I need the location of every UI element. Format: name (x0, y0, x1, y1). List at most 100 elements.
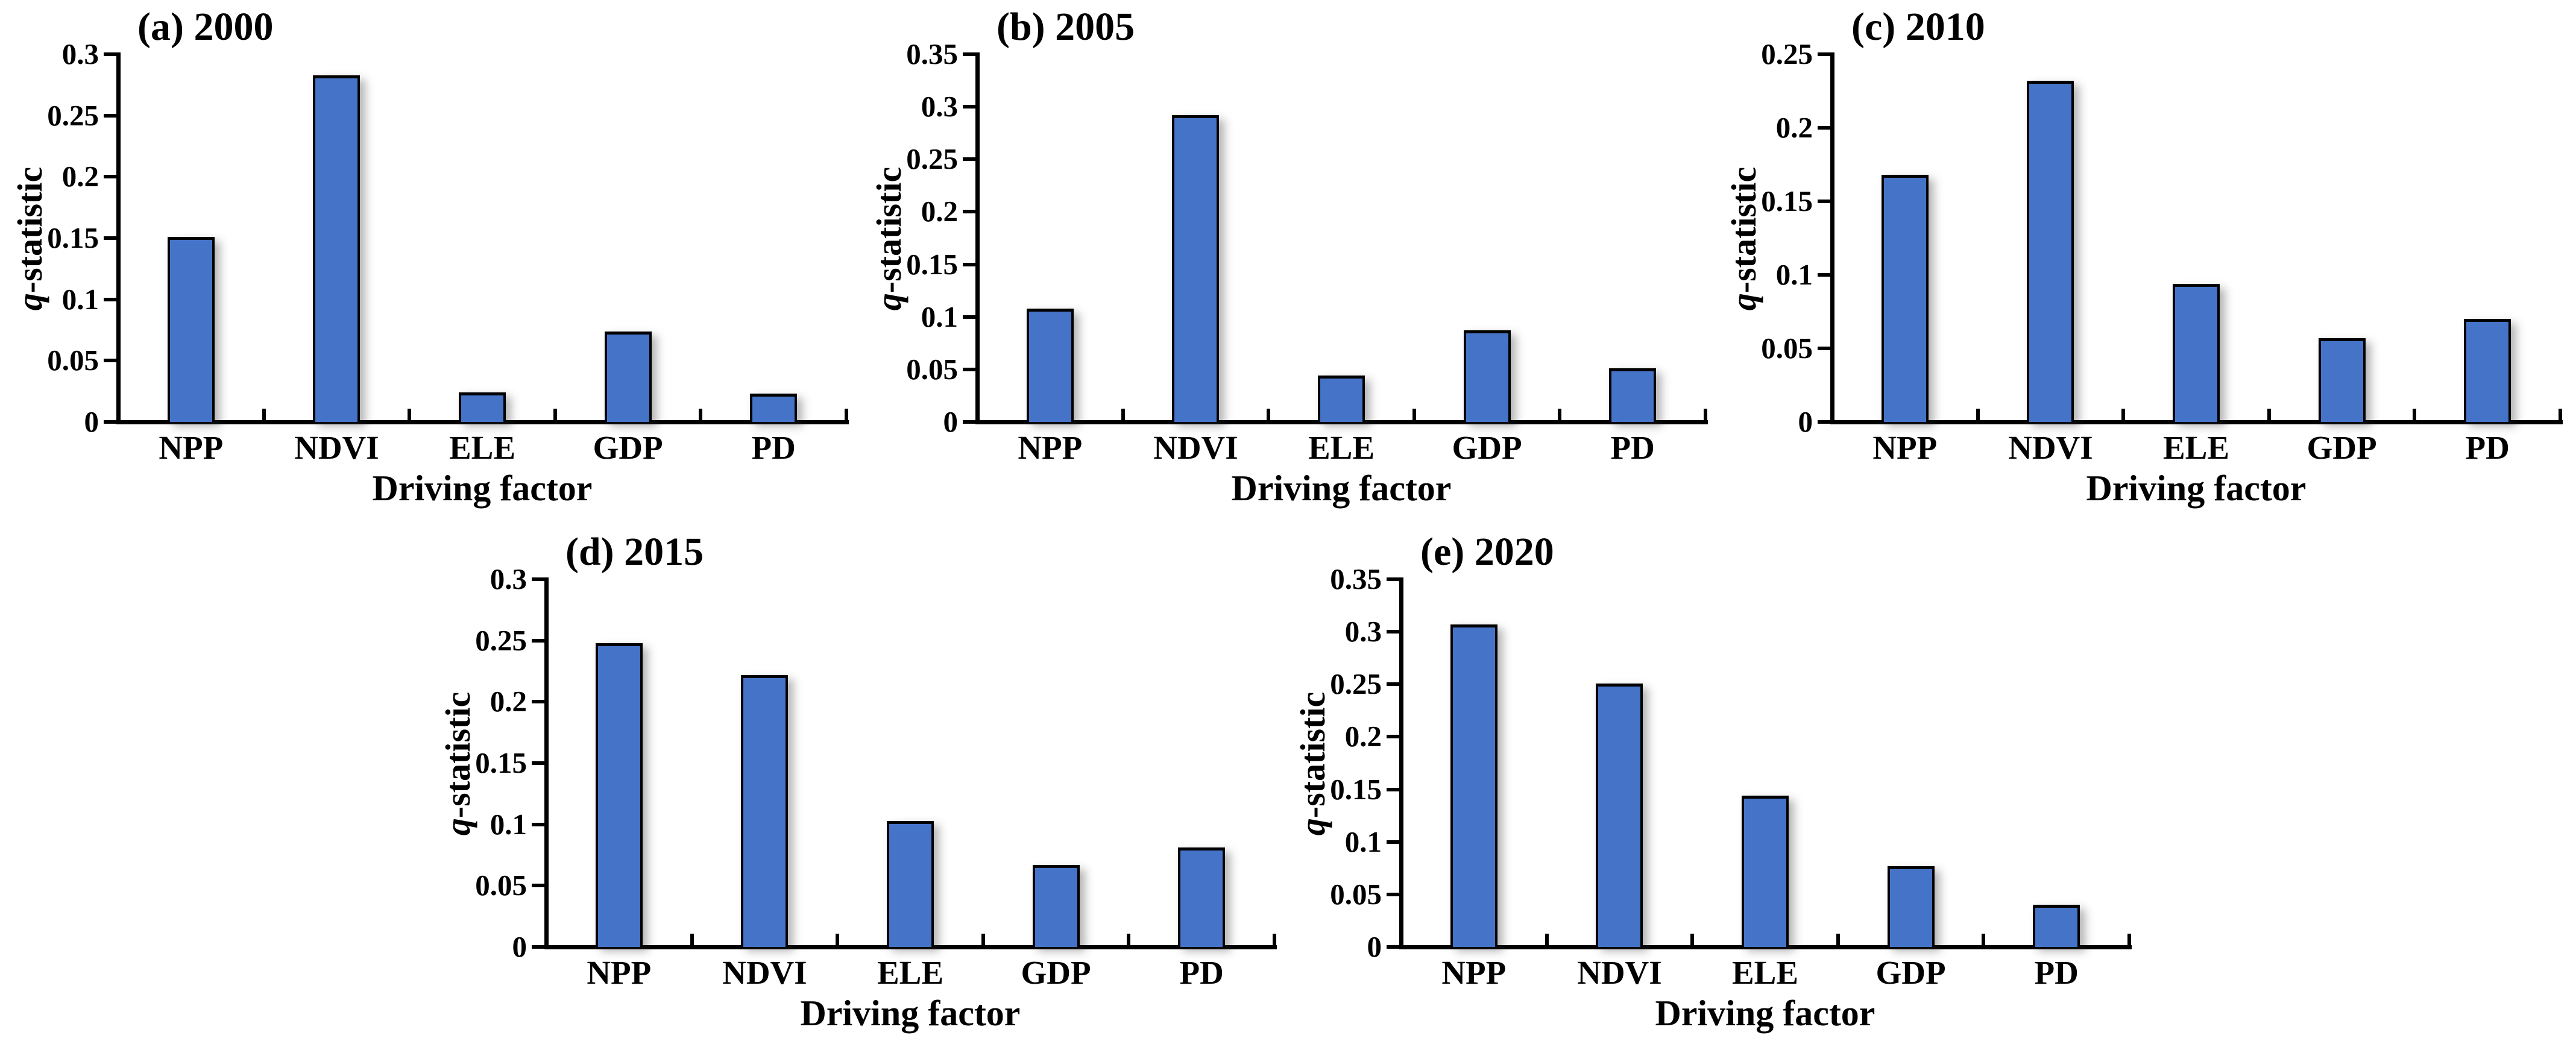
y-tick-mark (532, 761, 546, 765)
category-label-ndvi: NDVI (2008, 429, 2093, 466)
x-tick-mark (2267, 409, 2271, 422)
y-tick-label: 0 (943, 405, 959, 438)
y-tick-mark (963, 210, 977, 214)
y-tick-mark (963, 367, 977, 371)
bar-ele (887, 821, 934, 947)
x-tick-mark (2413, 409, 2417, 422)
chart-panel-c-2010: (c) 2010 q-statistic 0 0.05 0.1 0.15 0.2 0.25 NP… (1714, 0, 2572, 525)
bar-npp (1450, 624, 1497, 947)
y-tick-mark (1818, 200, 1832, 203)
bar-ndvi (2027, 81, 2074, 422)
x-axis-line (116, 420, 849, 424)
y-tick-label: 0.05 (1761, 332, 1813, 365)
x-tick-mark (1836, 934, 1840, 947)
bar-ele (459, 392, 506, 422)
category-label-pd: PD (1179, 954, 1224, 991)
y-tick-label: 0.2 (490, 685, 527, 718)
bar-ndvi (1172, 115, 1220, 422)
x-axis-title: Driving factor (1231, 468, 1452, 508)
category-label-ndvi: NDVI (722, 954, 807, 991)
chart-panel-a-2000: (a) 2000 q-statistic 0 0.05 0.1 0.15 0.2 0.25 0.… (0, 0, 858, 525)
y-tick-mark (104, 297, 118, 301)
y-tick-mark (963, 315, 977, 319)
y-tick-mark (104, 175, 118, 179)
y-tick-mark (104, 113, 118, 118)
category-label-ele: ELE (2162, 429, 2230, 466)
x-axis-title: Driving factor (372, 468, 593, 508)
y-tick-mark (963, 262, 977, 266)
y-tick-mark (1818, 273, 1832, 277)
bar-gdp (604, 332, 652, 422)
bar-ndvi (1596, 684, 1643, 947)
y-tick-label: 0.35 (1330, 562, 1382, 596)
category-label-ele: ELE (877, 954, 944, 991)
chart-panel-e-2020: (e) 2020 q-statistic 0 0.05 0.1 0.15 0.2 0.25 0.… (1283, 525, 2141, 1050)
category-label-ndvi: NDVI (294, 429, 379, 466)
category-label-npp: NPP (1872, 429, 1938, 466)
bar-ele (1318, 376, 1365, 422)
y-tick-mark (963, 420, 977, 424)
y-tick-mark (963, 157, 977, 162)
panel-title: (a) 2000 (137, 5, 274, 49)
y-tick-label: 0 (84, 405, 99, 438)
y-tick-label: 0.3 (1344, 615, 1382, 649)
x-tick-mark (1267, 409, 1271, 422)
bar-gdp (1032, 865, 1080, 947)
category-label-gdp: GDP (2307, 429, 2377, 466)
y-tick-mark (104, 52, 118, 56)
bar-gdp (1887, 866, 1935, 947)
y-tick-mark (1387, 735, 1401, 739)
x-tick-mark (262, 409, 266, 422)
category-label-pd: PD (1610, 429, 1655, 466)
y-tick-label: 0.05 (1330, 877, 1382, 911)
y-tick-label: 0.2 (1344, 720, 1382, 753)
category-label-ndvi: NDVI (1577, 954, 1662, 991)
y-tick-mark (1387, 945, 1401, 949)
y-axis-line (544, 577, 549, 949)
y-tick-mark (1387, 892, 1401, 896)
y-tick-label: 0.05 (47, 344, 99, 377)
category-label-gdp: GDP (1875, 954, 1946, 991)
y-tick-mark (1387, 840, 1401, 844)
x-tick-mark (2559, 409, 2562, 422)
chart-panel-b-2005: (b) 2005 q-statistic 0 0.05 0.1 0.15 0.2 0.25 0.… (859, 0, 1718, 525)
category-label-pd: PD (2465, 429, 2510, 466)
y-tick-mark (963, 105, 977, 109)
category-label-ele: ELE (449, 429, 516, 466)
y-tick-mark (963, 52, 977, 56)
x-tick-mark (1690, 934, 1695, 947)
category-label-npp: NPP (1018, 429, 1083, 466)
x-tick-mark (1558, 409, 1562, 422)
x-tick-mark (981, 934, 985, 947)
y-tick-label: 0.15 (906, 247, 958, 281)
y-tick-label: 0.25 (906, 142, 958, 176)
y-tick-label: 0.2 (921, 195, 958, 228)
bar-pd (1178, 847, 1226, 947)
y-tick-mark (1387, 630, 1401, 634)
bar-pd (1609, 368, 1657, 422)
bar-pd (750, 394, 798, 422)
y-tick-label: 0.15 (1330, 772, 1382, 806)
y-tick-label: 0.1 (921, 300, 958, 333)
y-tick-label: 0.1 (490, 807, 527, 841)
x-tick-mark (1127, 934, 1131, 947)
y-tick-label: 0.3 (61, 37, 99, 71)
y-tick-label: 0.1 (61, 282, 99, 316)
y-axis-line (116, 52, 121, 424)
y-tick-mark (1818, 52, 1832, 56)
y-tick-label: 0.25 (1761, 37, 1813, 71)
x-tick-mark (1982, 934, 1986, 947)
x-tick-mark (1121, 409, 1125, 422)
y-tick-mark (1387, 787, 1401, 791)
bar-gdp (2318, 338, 2366, 422)
y-axis-line (975, 52, 980, 424)
panel-title: (e) 2020 (1420, 530, 1554, 574)
bar-ndvi (741, 675, 789, 947)
y-axis-line (1399, 577, 1403, 949)
y-tick-mark (532, 945, 546, 949)
x-axis-title: Driving factor (800, 993, 1021, 1033)
y-tick-label: 0.25 (47, 98, 99, 132)
y-tick-mark (104, 420, 118, 424)
category-label-npp: NPP (159, 429, 224, 466)
